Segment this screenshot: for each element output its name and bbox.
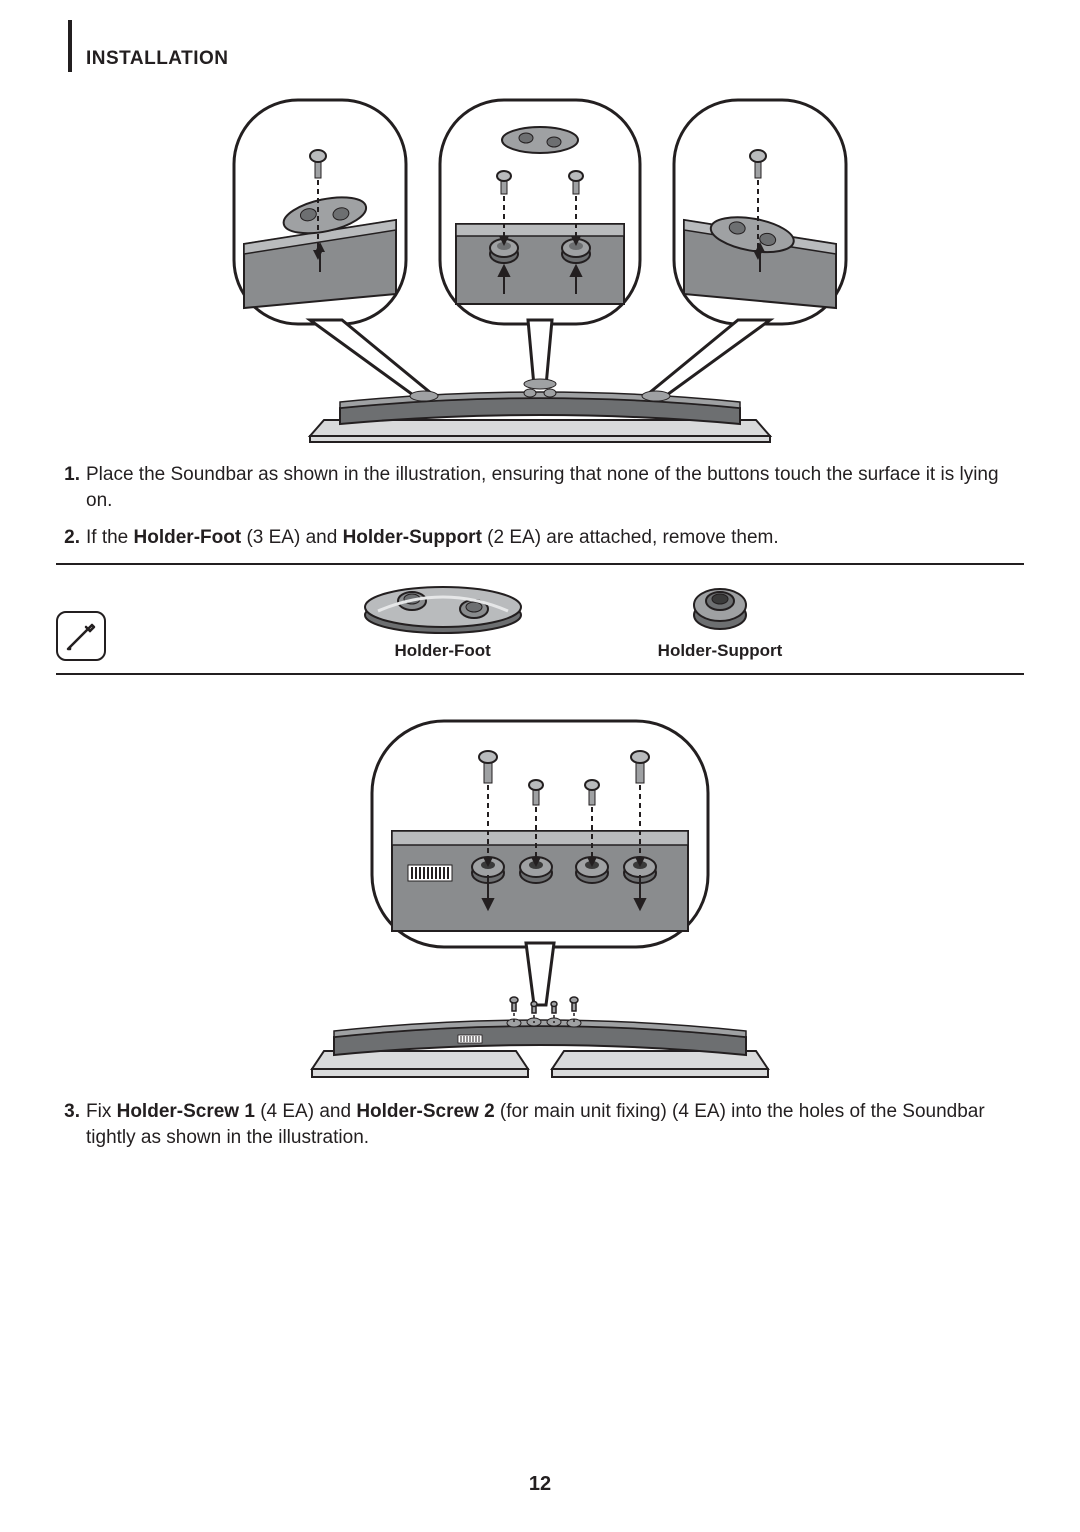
step-3-prefix: Fix (86, 1101, 117, 1122)
step-3-b1: Holder-Screw 1 (117, 1101, 255, 1122)
figure-2-svg (290, 715, 790, 1085)
step-3-num: 3. (56, 1099, 86, 1150)
page-number: 12 (0, 1473, 1080, 1496)
parts-row: Holder-Foot Holder-Support (56, 565, 1024, 667)
note-icon (56, 611, 106, 661)
step-2-b1: Holder-Foot (134, 527, 242, 548)
step-1: 1. Place the Soundbar as shown in the il… (56, 462, 1024, 513)
holder-support-label: Holder-Support (658, 641, 783, 661)
step-2-prefix: If the (86, 527, 134, 548)
figure-1-svg (210, 94, 870, 444)
part-holder-support: Holder-Support (658, 575, 783, 661)
rule-bottom (56, 673, 1024, 675)
holder-support-icon (680, 575, 760, 635)
part-holder-foot: Holder-Foot (358, 575, 528, 661)
step-2-b2: Holder-Support (343, 527, 482, 548)
holder-foot-label: Holder-Foot (395, 641, 491, 661)
section-title: INSTALLATION (86, 48, 229, 70)
pencil-icon (64, 619, 98, 653)
step-2: 2. If the Holder-Foot (3 EA) and Holder-… (56, 525, 1024, 551)
step-1-num: 1. (56, 462, 86, 513)
holder-foot-icon (358, 575, 528, 635)
step-3-mid: (4 EA) and (255, 1101, 356, 1122)
step-2-num: 2. (56, 525, 86, 551)
steps-block-1: 1. Place the Soundbar as shown in the il… (56, 462, 1024, 551)
step-1-text: Place the Soundbar as shown in the illus… (86, 462, 1024, 513)
step-3: 3. Fix Holder-Screw 1 (4 EA) and Holder-… (56, 1099, 1024, 1150)
figure-1 (56, 94, 1024, 444)
step-2-suffix: (2 EA) are attached, remove them. (482, 527, 779, 548)
step-3-text: Fix Holder-Screw 1 (4 EA) and Holder-Scr… (86, 1099, 1024, 1150)
side-rule (68, 20, 72, 72)
figure-2 (56, 715, 1024, 1085)
step-3-b2: Holder-Screw 2 (356, 1101, 494, 1122)
step-2-text: If the Holder-Foot (3 EA) and Holder-Sup… (86, 525, 1024, 551)
step-2-mid: (3 EA) and (241, 527, 342, 548)
steps-block-2: 3. Fix Holder-Screw 1 (4 EA) and Holder-… (56, 1099, 1024, 1150)
